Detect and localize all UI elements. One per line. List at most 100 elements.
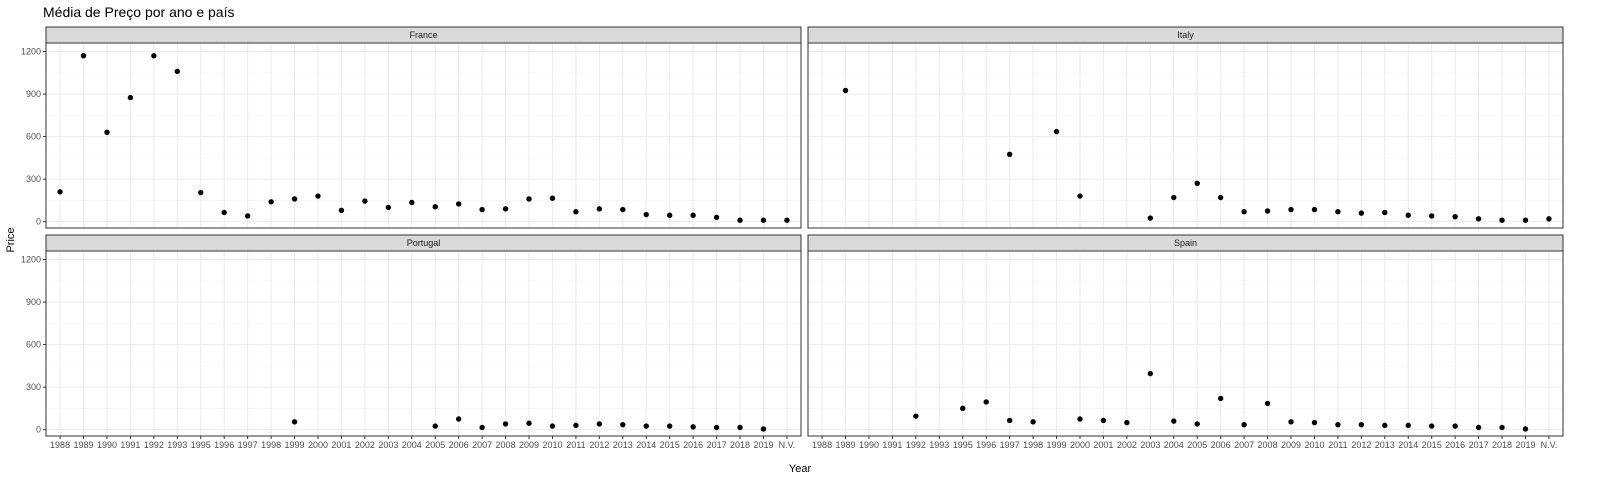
y-tick-label: 300: [26, 174, 41, 184]
data-point: [1499, 424, 1505, 431]
facet-panel-spain: Spain 1988 1989 1990 1991 1992 1993 1995 1996 199…: [807, 234, 1564, 450]
x-tick-label: 2013: [613, 440, 633, 450]
panel-border: [45, 250, 802, 437]
x-tick-label: 2019: [1515, 440, 1535, 450]
x-tick-label: 1992: [906, 440, 926, 450]
data-point: [198, 189, 204, 196]
x-tick-label: 2017: [707, 440, 727, 450]
x-tick-label: 2001: [331, 440, 351, 450]
x-tick-label: 1996: [214, 440, 234, 450]
x-tick-label: 2007: [472, 440, 492, 450]
data-point: [479, 424, 485, 431]
x-tick-label: 2017: [1469, 440, 1489, 450]
data-point: [1147, 215, 1154, 221]
data-point: [1311, 206, 1318, 213]
data-point: [620, 206, 626, 213]
x-tick-label: 2016: [1445, 440, 1465, 450]
data-point: [502, 206, 509, 212]
x-tick-label: 1993: [929, 440, 949, 450]
panel-background: [808, 43, 1563, 228]
data-point: [784, 217, 790, 223]
facet-panels: France 0 300 600 900 1200 Italy Portugal 0 300 600…: [21, 26, 1564, 450]
x-tick-label: 2010: [1304, 440, 1324, 450]
data-point: [1171, 194, 1177, 201]
data-point: [842, 87, 849, 94]
data-point: [1264, 208, 1271, 214]
data-point: [1382, 422, 1388, 429]
data-point: [713, 424, 720, 431]
panel-border: [45, 42, 802, 229]
x-tick-label: 2009: [519, 440, 539, 450]
data-point: [596, 421, 603, 427]
data-point: [1241, 421, 1247, 428]
data-point: [1217, 395, 1224, 402]
x-tick-label: 1999: [1047, 440, 1067, 450]
x-tick-label: N.V.: [1541, 440, 1558, 450]
data-point: [174, 68, 181, 75]
data-point: [244, 213, 251, 219]
data-point: [690, 212, 696, 218]
data-point: [1358, 210, 1365, 216]
x-tick-label: 1998: [261, 440, 281, 450]
y-tick-label: 900: [26, 89, 41, 99]
x-tick-label: 2011: [1328, 440, 1347, 450]
data-point: [549, 195, 556, 201]
data-point: [268, 199, 274, 205]
data-point: [1405, 212, 1411, 218]
x-tick-label: 2011: [566, 440, 585, 450]
x-tick-label: 2005: [1187, 440, 1207, 450]
y-tick-label: 600: [26, 132, 41, 142]
data-point: [1335, 208, 1341, 215]
data-point: [455, 416, 462, 422]
data-point: [1288, 419, 1294, 425]
facet-strip-label: Portugal: [407, 238, 441, 248]
data-point: [760, 426, 767, 432]
data-point: [338, 207, 345, 213]
x-tick-label: 1995: [953, 440, 973, 450]
data-point: [620, 421, 626, 428]
data-point: [1100, 417, 1107, 424]
data-point: [127, 94, 134, 101]
data-point: [596, 206, 603, 212]
data-point: [643, 211, 649, 218]
panel-border: [807, 42, 1564, 229]
data-point: [1053, 128, 1060, 135]
data-point: [432, 204, 438, 210]
data-point: [502, 421, 509, 427]
panel-border: [807, 250, 1564, 437]
x-tick-label: 2006: [1211, 440, 1231, 450]
x-tick-label: 2008: [1258, 440, 1278, 450]
data-point: [666, 212, 673, 218]
facet-strip-label: France: [409, 30, 437, 40]
x-tick-label: 1988: [812, 440, 832, 450]
x-tick-label: 2007: [1234, 440, 1254, 450]
facet-strip-label: Italy: [1177, 30, 1194, 40]
data-point: [573, 422, 579, 429]
data-point: [1522, 426, 1529, 432]
x-axis-title: Year: [789, 463, 812, 475]
panel-background: [46, 251, 801, 436]
data-point: [1241, 208, 1247, 215]
x-tick-label: 2012: [1351, 440, 1371, 450]
x-tick-label: 1999: [285, 440, 305, 450]
y-tick-label: 1200: [21, 47, 41, 57]
x-tick-label: 2000: [308, 440, 328, 450]
data-point: [760, 217, 767, 223]
y-tick-label: 0: [36, 217, 41, 227]
x-tick-label: 2012: [589, 440, 609, 450]
facet-panel-italy: Italy: [807, 26, 1564, 229]
data-point: [1475, 424, 1482, 431]
y-tick-label: 1200: [21, 255, 41, 265]
data-point: [1194, 180, 1200, 187]
x-tick-label: 2003: [378, 440, 398, 450]
x-tick-label: 1990: [97, 440, 117, 450]
data-point: [983, 399, 989, 405]
facet-strip-label: Spain: [1174, 238, 1197, 248]
data-point: [526, 196, 532, 202]
chart-title: Média de Preço por ano e país: [43, 4, 234, 20]
data-point: [291, 419, 298, 425]
data-point: [573, 208, 579, 215]
x-tick-label: 2005: [425, 440, 445, 450]
data-point: [385, 204, 392, 211]
